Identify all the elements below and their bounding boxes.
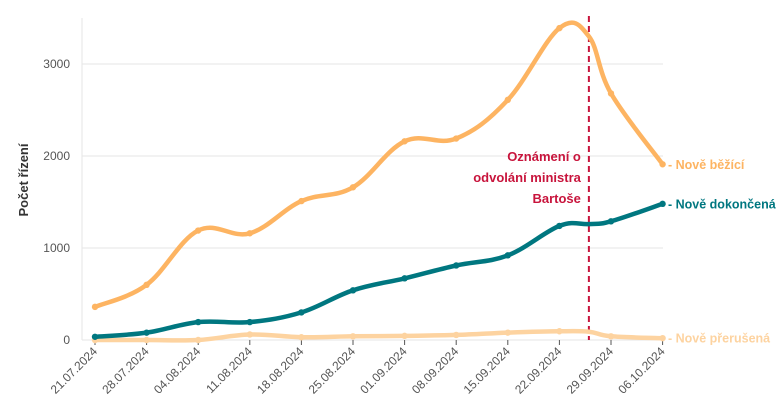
data-point: [143, 329, 150, 336]
data-point: [246, 230, 253, 237]
x-tick-label: 22.09.2024: [512, 344, 565, 397]
data-point: [91, 333, 99, 340]
data-point: [453, 135, 460, 142]
data-point: [607, 218, 615, 225]
x-tick-label: 04.08.2024: [151, 344, 204, 397]
data-point: [401, 275, 408, 282]
y-axis-ticks: 0 1000 2000 3000: [43, 57, 70, 347]
x-axis-ticks: 21.07.2024 28.07.2024 04.08.2024 11.08.2024…: [48, 340, 668, 397]
data-point: [246, 318, 253, 326]
series-line: [92, 328, 665, 343]
series-line: [92, 201, 665, 340]
data-point: [504, 96, 511, 104]
x-tick-label: 01.09.2024: [357, 344, 410, 397]
x-tick-label: 15.09.2024: [461, 344, 514, 397]
data-point: [556, 328, 563, 335]
data-point: [349, 333, 357, 340]
data-point: [607, 333, 615, 340]
y-tick-label: 2000: [43, 149, 70, 163]
x-tick-label: 28.07.2024: [99, 344, 152, 397]
series-end-label: - Nově přerušená: [668, 332, 770, 346]
x-tick-label: 08.09.2024: [409, 344, 462, 397]
data-point: [298, 197, 305, 205]
data-point: [349, 287, 357, 294]
x-tick-label: 11.08.2024: [203, 344, 255, 396]
data-point: [556, 24, 563, 32]
data-point: [504, 329, 511, 336]
data-point: [607, 90, 615, 97]
data-point: [659, 200, 666, 208]
data-point: [659, 334, 666, 342]
data-point: [298, 309, 305, 316]
x-tick-label: 25.08.2024: [306, 344, 359, 397]
annotation-text-line: odvolání ministra: [473, 170, 581, 185]
series-end-label: - Nově běžící: [668, 158, 745, 172]
data-point: [401, 138, 408, 145]
data-point: [195, 336, 202, 344]
series-lines: [91, 20, 666, 344]
y-axis-title: Počet řízení: [16, 143, 31, 216]
data-point: [246, 331, 253, 338]
annotation-text-line: Bartoše: [532, 191, 580, 206]
data-point: [453, 262, 460, 269]
annotation-text-line: Oznámení o: [507, 149, 581, 164]
x-tick-label: 21.07.2024: [48, 344, 101, 397]
data-point: [195, 318, 202, 326]
data-point: [453, 331, 460, 339]
data-point: [401, 332, 408, 340]
annotation: Oznámení o odvolání ministra Bartoše: [473, 16, 590, 340]
y-tick-label: 1000: [43, 241, 70, 255]
data-point: [659, 161, 666, 168]
data-point: [504, 252, 511, 259]
x-tick-label: 06.10.2024: [615, 344, 668, 397]
data-point: [143, 281, 150, 288]
series-line: [92, 20, 665, 310]
data-point: [143, 336, 150, 344]
y-tick-label: 0: [63, 333, 70, 347]
y-tick-label: 3000: [43, 57, 70, 71]
data-point: [556, 222, 563, 230]
data-point: [298, 334, 305, 341]
data-point: [349, 184, 357, 191]
data-point: [91, 303, 99, 311]
series-end-label: - Nově dokončená: [668, 197, 776, 211]
x-tick-label: 29.09.2024: [564, 344, 617, 397]
data-point: [195, 227, 202, 234]
series-labels: - Nově přerušená - Nově dokončená - Nově b…: [668, 158, 776, 346]
x-tick-label: 18.08.2024: [254, 344, 307, 397]
